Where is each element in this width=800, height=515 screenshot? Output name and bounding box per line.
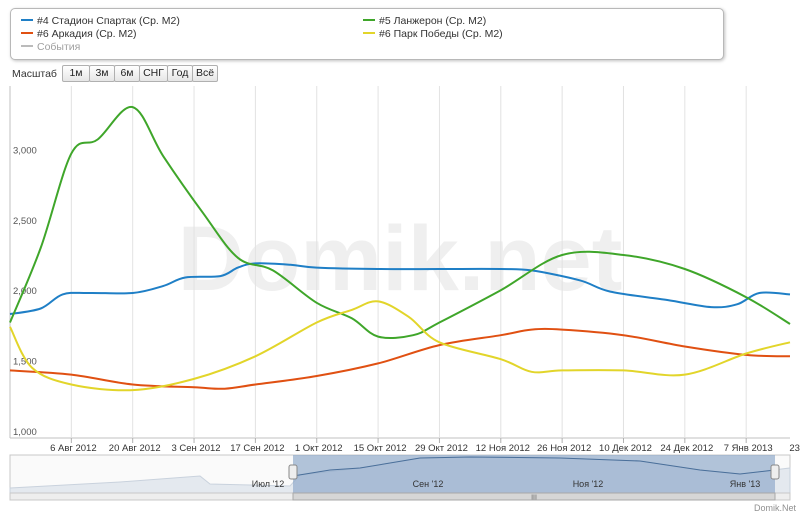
series-line-1[interactable] xyxy=(9,106,791,340)
grid xyxy=(9,86,790,439)
legend-label: События xyxy=(37,41,81,53)
navigator-label: Июл '12 xyxy=(252,479,285,489)
legend-label: #5 Ланжерон (Ср. М2) xyxy=(379,15,487,27)
zoom-button-ytd[interactable]: СНГ xyxy=(139,65,168,82)
zoom-button-all[interactable]: Всё xyxy=(192,65,218,82)
y-axis-ticks: 1,000 1,500 2,000 2,500 3,000 xyxy=(13,145,37,438)
x-tick-label: 6 Авг 2012 xyxy=(50,443,97,454)
series-line-3[interactable] xyxy=(9,300,791,392)
series-line-0[interactable] xyxy=(9,262,791,316)
series-lines xyxy=(9,106,791,392)
scrollbar-grip-icon: III xyxy=(531,495,537,502)
navigator-left-handle[interactable] xyxy=(288,464,298,480)
watermark-text: Domik.net xyxy=(178,208,623,310)
legend-item-lanzheron[interactable]: #5 Ланжерон (Ср. М2) xyxy=(363,15,486,27)
legend-item-park-pobedy[interactable]: #6 Парк Победы (Ср. М2) xyxy=(363,28,503,40)
credit-text: Domik.Net xyxy=(753,503,796,513)
navigator-label: Янв '13 xyxy=(730,479,760,489)
x-tick-label: 20 Авг 2012 xyxy=(109,443,161,454)
navigator-label: Сен '12 xyxy=(413,479,444,489)
legend-item-arkadia[interactable]: #6 Аркадия (Ср. М2) xyxy=(21,28,137,40)
navigator[interactable]: Июл '12 Сен '12 Ноя '12 Янв '13 xyxy=(9,454,791,494)
zoom-button-6m[interactable]: 6м xyxy=(114,65,140,82)
x-tick-label: 3 Сен 2012 xyxy=(171,443,220,454)
legend-label: #6 Аркадия (Ср. М2) xyxy=(37,28,137,40)
x-tick-label: 1 Окт 2012 xyxy=(295,443,343,454)
legend-item-spartak[interactable]: #4 Стадион Спартак (Ср. М2) xyxy=(21,15,180,27)
legend-label: #4 Стадион Спартак (Ср. М2) xyxy=(37,15,180,27)
legend-line-icon xyxy=(21,45,33,48)
navigator-series xyxy=(292,456,776,477)
legend-line-icon xyxy=(21,32,33,35)
legend-label: #6 Парк Победы (Ср. М2) xyxy=(379,28,503,40)
navigator-label: Ноя '12 xyxy=(573,479,604,489)
legend-line-icon xyxy=(363,19,375,22)
legend: #4 Стадион Спартак (Ср. М2) #5 Ланжерон … xyxy=(10,8,724,60)
zoom-label: Масштаб xyxy=(12,68,57,80)
y-tick-label: 3,000 xyxy=(13,145,37,156)
y-tick-label: 1,500 xyxy=(13,357,37,368)
x-tick-label: 23 Июл 2 xyxy=(789,443,800,454)
x-tick-label: 17 Сен 2012 xyxy=(230,443,284,454)
x-tick-label: 12 Ноя 2012 xyxy=(476,443,530,454)
legend-line-icon xyxy=(363,32,375,35)
x-tick-label: 15 Окт 2012 xyxy=(354,443,407,454)
legend-line-icon xyxy=(21,19,33,22)
zoom-button-year[interactable]: Год xyxy=(167,65,193,82)
x-tick-label: 10 Дек 2012 xyxy=(599,443,652,454)
x-tick-label: 7 Янв 2013 xyxy=(724,443,773,454)
legend-item-events[interactable]: События xyxy=(21,41,80,53)
x-tick-label: 24 Дек 2012 xyxy=(660,443,713,454)
navigator-right-handle[interactable] xyxy=(770,464,780,480)
y-tick-label: 1,000 xyxy=(13,427,37,438)
scrollbar-thumb[interactable] xyxy=(292,492,776,501)
navigator-selection[interactable] xyxy=(293,455,775,493)
y-tick-label: 2,500 xyxy=(13,216,37,227)
y-tick-label: 2,000 xyxy=(13,286,37,297)
scrollbar[interactable]: III xyxy=(9,492,791,502)
x-axis-ticks: 6 Авг 2012 20 Авг 2012 3 Сен 2012 17 Сен 20… xyxy=(50,438,800,454)
x-tick-label: 26 Ноя 2012 xyxy=(537,443,591,454)
x-tick-label: 29 Окт 2012 xyxy=(415,443,468,454)
